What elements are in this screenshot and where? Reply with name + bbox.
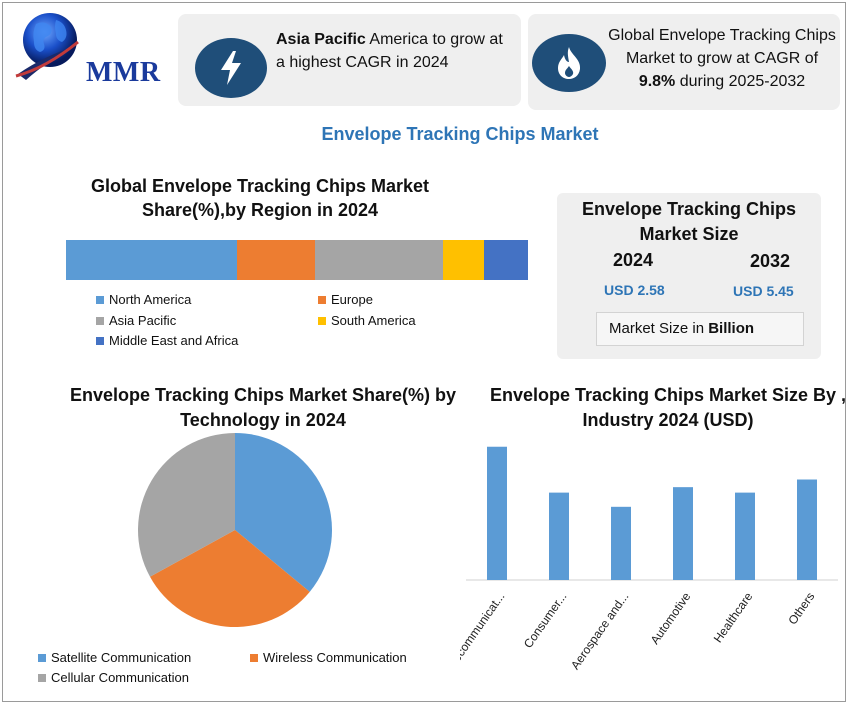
legend-swatch (250, 653, 258, 662)
x-tick-label: Aerospace and... (568, 590, 632, 672)
market-size-title: Envelope Tracking Chips Market Size (581, 199, 797, 244)
highlight-2-post: during 2025-2032 (675, 73, 806, 90)
legend-label: Middle East and Africa (109, 333, 239, 348)
legend-swatch (96, 336, 104, 345)
legend-swatch (318, 295, 326, 304)
unit-bold: Billion (708, 320, 755, 337)
bar-others (797, 479, 817, 580)
legend-swatch (318, 316, 326, 325)
legend-label: Wireless Communication (263, 650, 407, 665)
bar-aerospace-and (611, 506, 631, 580)
pie-slice-wireless-communication (149, 530, 310, 627)
legend-swatch (38, 673, 46, 682)
lightning-icon (195, 38, 267, 98)
highlight-text-2: Global Envelope Tracking Chips Market to… (606, 24, 838, 93)
legend-item-north-america: North America (96, 292, 191, 307)
legend-item-asia-pacific: Asia Pacific (96, 313, 176, 328)
highlight-1-rest: America to grow at a highest CAGR in 202… (276, 31, 503, 71)
highlight-text-1: Asia Pacific America to grow at a highes… (276, 28, 516, 74)
region-legend: North America Europe Asia Pacific South Ame… (96, 290, 476, 352)
bar-automotive (673, 487, 693, 580)
x-tick-label: Telecommunicat... (460, 590, 507, 677)
legend-label: North America (109, 292, 192, 307)
market-size-card: Envelope Tracking Chips Market Size 2024… (557, 193, 821, 359)
x-tick-label: Automotive (648, 589, 694, 646)
highlight-2-bold: 9.8% (638, 73, 676, 90)
logo-text: MMR (86, 57, 161, 88)
legend-label: Asia Pacific (109, 313, 177, 328)
technology-legend: Satellite Communication Wireless Communic… (38, 650, 438, 690)
bar-consumer (549, 492, 569, 580)
technology-pie-chart (138, 433, 332, 627)
region-chart-title: Global Envelope Tracking Chips Market Sh… (90, 176, 430, 220)
legend-item-south-america: South America (318, 313, 416, 328)
bar-telecommunicat (487, 446, 507, 580)
bar-segment-asia-pacific (315, 240, 443, 280)
unit-box: Market Size in Billion (596, 312, 804, 346)
pie-slice-cellular-communication (138, 433, 235, 577)
legend-label: South America (331, 313, 416, 328)
legend-label: Europe (331, 292, 373, 307)
legend-swatch (96, 295, 104, 304)
x-tick-label: Consumer... (521, 590, 570, 651)
industry-chart-title: Envelope Tracking Chips Market Size By ,… (489, 385, 847, 430)
bar-segment-middle-east-and-africa (484, 240, 528, 280)
bar-healthcare (735, 492, 755, 580)
x-tick-label: Healthcare (711, 589, 756, 645)
industry-bar-chart: Telecommunicat... Consumer...Aerospace an… (460, 446, 838, 677)
flame-icon (532, 34, 606, 92)
legend-item-europe: Europe (318, 292, 373, 307)
legend-item-wireless-communication: Wireless Communication (250, 650, 407, 665)
unit-prefix: Market Size in (609, 320, 709, 337)
value-2032: USD 5.45 (733, 283, 794, 299)
legend-swatch (96, 316, 104, 325)
mmr-logo: MMR (12, 10, 160, 90)
highlight-card-asia-pacific: Asia Pacific America to grow at a highes… (178, 14, 521, 106)
legend-item-satellite-communication: Satellite Communication (38, 650, 191, 665)
bar-segment-north-america (66, 240, 237, 280)
main-title: Envelope Tracking Chips Market (321, 124, 599, 144)
region-stacked-bar (66, 240, 528, 280)
value-2024: USD 2.58 (604, 282, 665, 298)
legend-swatch (38, 653, 46, 662)
legend-label: Cellular Communication (51, 670, 189, 685)
year-2032: 2032 (750, 251, 791, 271)
year-2024: 2024 (613, 250, 654, 270)
highlight-card-cagr: Global Envelope Tracking Chips Market to… (528, 14, 840, 110)
technology-chart-title: Envelope Tracking Chips Market Share(%) … (69, 385, 457, 430)
globe-icon (15, 13, 79, 80)
highlight-2-pre: Global Envelope Tracking Chips Market to… (608, 27, 836, 67)
pie-slice-satellite-communication (235, 433, 332, 592)
highlight-1-bold: Asia Pacific (276, 31, 366, 48)
legend-label: Satellite Communication (51, 650, 192, 665)
bar-segment-south-america (442, 240, 485, 280)
legend-item-cellular-communication: Cellular Communication (38, 670, 189, 685)
legend-item-middle-east-and-africa: Middle East and Africa (96, 333, 238, 348)
bar-segment-europe (236, 240, 316, 280)
x-tick-label: Others (785, 590, 817, 628)
